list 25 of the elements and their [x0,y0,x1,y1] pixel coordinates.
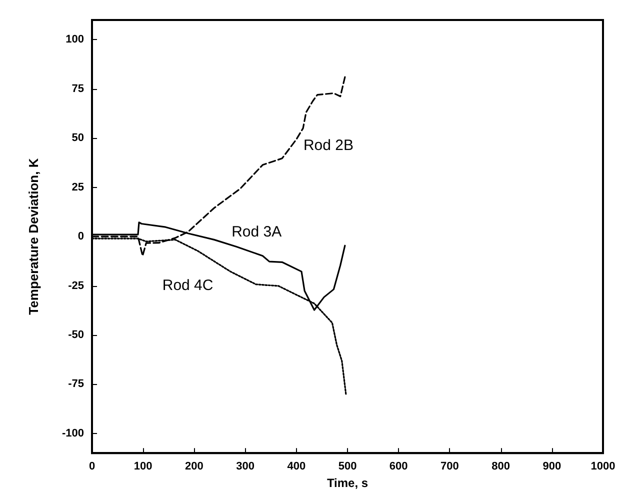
x-tick-label: 1000 [590,460,616,473]
y-tick-label: 0 [78,230,84,243]
x-tick-label: 0 [88,460,96,473]
x-tick-label: 800 [492,460,510,473]
x-tick-label: 700 [440,460,459,473]
series-label: Rod 2B [303,136,354,154]
y-tick-label: -25 [68,280,84,292]
y-tick-label: -50 [68,328,84,341]
series-label: Rod 3A [232,224,282,241]
series-label: Rod 4C [162,276,214,294]
x-tick-label: 400 [287,460,306,473]
y-tick-label: 100 [66,34,84,46]
y-tick-label: -75 [68,378,84,390]
x-axis-title: Time, s [326,476,368,490]
x-tick-label: 500 [338,460,357,473]
y-tick-label: 25 [72,181,84,194]
x-tick-label: 300 [236,460,254,473]
x-tick-label: 600 [389,460,408,473]
y-axis-title: Temperature Deviation, K [26,158,41,315]
x-tick-label: 100 [134,460,152,473]
y-tick-label: 50 [72,132,84,144]
x-tick-label: 200 [185,460,204,473]
x-tick-label: 900 [542,460,562,473]
y-tick-label: 75 [72,82,84,95]
y-tick-label: -100 [62,427,84,440]
